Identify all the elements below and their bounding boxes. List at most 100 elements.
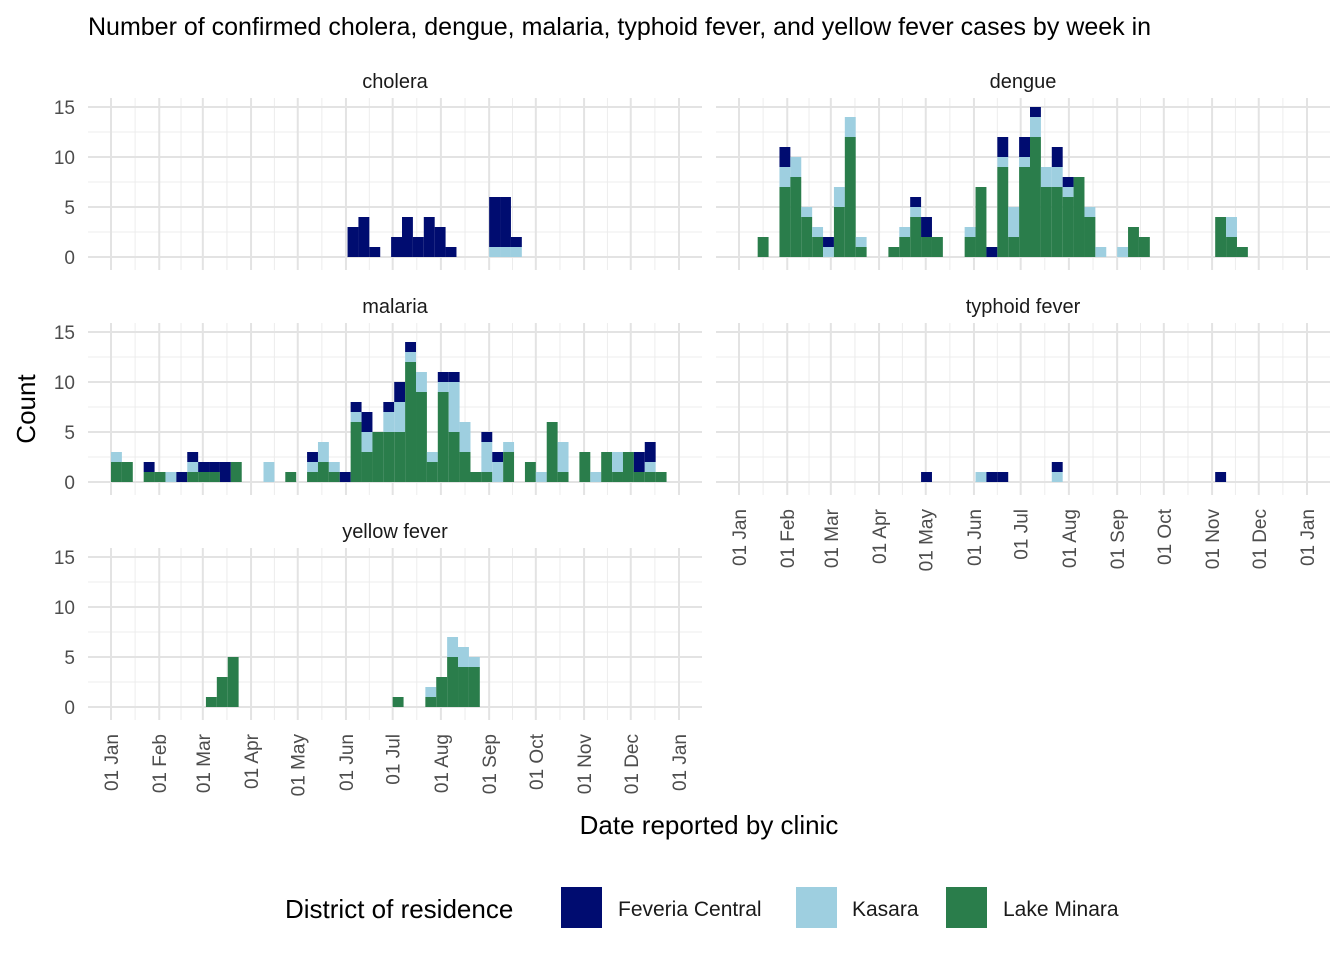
bar-segment (931, 237, 943, 257)
bar-segment (612, 472, 623, 482)
bar-segment (997, 472, 1009, 482)
x-tick-label: 01 Mar (194, 733, 215, 793)
x-tick-label: 01 Oct (527, 733, 548, 790)
bar-segment (328, 472, 340, 482)
facet-panel: typhoid fever 01 Jan 01 Feb 01 Mar 01 Apr 01 … (716, 296, 1330, 571)
x-tick-label: 01 Dec (622, 734, 643, 794)
y-tick-label: 0 (64, 698, 75, 719)
bar-segment (1128, 227, 1139, 257)
bar-segment (361, 452, 373, 482)
bar-segment (437, 392, 449, 482)
x-axis-title: Date reported by clinic (580, 810, 839, 840)
y-tick-label: 0 (64, 248, 75, 269)
bar-segment (1215, 217, 1227, 257)
bar-segment (1019, 137, 1031, 157)
facet-panel: cholera 0 5 10 15 (54, 71, 702, 270)
bar-segment (997, 157, 1009, 167)
bar-segment (1051, 187, 1063, 257)
y-tick-label: 5 (64, 648, 75, 669)
x-tick-label: 01 Jan (670, 734, 691, 791)
bar-segment (307, 472, 318, 482)
bar-segment (1073, 177, 1085, 257)
bar-segment (1030, 107, 1041, 117)
bar-segment (1236, 247, 1248, 257)
bar-segment (412, 237, 424, 257)
bar-segment (833, 187, 845, 207)
bar-segment (503, 442, 515, 452)
bar-segment (986, 472, 998, 482)
bar-segment (361, 412, 373, 432)
bar-segment (1030, 117, 1041, 137)
bar-segment (1019, 167, 1031, 257)
bar-segment (187, 452, 199, 462)
x-tick-label: 01 Apr (870, 508, 891, 564)
x-tick-label: 01 Mar (822, 508, 843, 568)
bar-segment (405, 352, 417, 362)
bar-segment (1051, 147, 1063, 167)
bar-segment (468, 667, 480, 707)
bar-segment (964, 237, 976, 257)
bar-segment (1062, 187, 1074, 197)
y-tick-label: 10 (54, 598, 75, 619)
bar-segment (392, 697, 404, 707)
bar-segment (975, 472, 987, 482)
y-tick-label: 5 (64, 423, 75, 444)
bar-segment (622, 452, 634, 482)
x-tick-label: 01 Nov (575, 734, 596, 795)
legend-label: Feveria Central (618, 898, 762, 921)
bar-segment (1215, 472, 1227, 482)
bar-segment (434, 227, 446, 257)
bar-segment (492, 452, 504, 462)
bar-segment (1019, 157, 1031, 167)
legend-label: Kasara (852, 898, 919, 921)
bar-segment (143, 472, 155, 482)
bar-segment (209, 472, 220, 482)
bar-segment (633, 452, 645, 472)
bar-segment (1051, 462, 1063, 472)
bar-segment (425, 697, 437, 707)
bar-segment (557, 472, 569, 482)
bar-segment (986, 247, 998, 257)
bar-segment (823, 247, 834, 257)
bar-segment (481, 472, 493, 482)
bar-segment (328, 462, 340, 472)
bar-segment (535, 472, 547, 482)
bar-segment (790, 177, 802, 257)
bar-segment (964, 227, 976, 237)
bar-segment (437, 382, 449, 392)
bar-segment (383, 412, 395, 432)
bar-segment (361, 432, 373, 452)
bar-segment (121, 462, 133, 482)
bar-segment (358, 217, 370, 257)
bar-segment (263, 462, 275, 482)
bar-segment (198, 462, 210, 472)
bar-segment (1040, 187, 1052, 257)
bar-segment (416, 372, 427, 392)
legend-swatch (796, 887, 837, 928)
y-tick-label: 10 (54, 373, 75, 394)
bar-segment (1062, 197, 1074, 257)
bar-segment (1226, 237, 1237, 257)
bar-segment (350, 412, 362, 422)
bar-segment (405, 342, 417, 352)
y-tick-label: 10 (54, 148, 75, 169)
bar-segment (1051, 472, 1063, 482)
bar-segment (1138, 237, 1150, 257)
bar-segment (350, 402, 362, 412)
bar-segment (997, 137, 1009, 157)
bar-segment (347, 227, 359, 257)
bar-segment (448, 432, 460, 482)
bar-segment (165, 472, 177, 482)
bar-segment (823, 237, 834, 247)
bar-segment (855, 247, 867, 257)
bar-segment (369, 247, 381, 257)
bar-segment (1040, 167, 1052, 187)
y-tick-label: 15 (54, 548, 75, 569)
bar-segment (423, 217, 435, 257)
bar-segment (500, 197, 511, 247)
bar-segment (198, 472, 210, 482)
bar-segment (350, 422, 362, 482)
x-tick-label: 01 Jun (337, 734, 358, 791)
bar-segment (921, 217, 932, 237)
bar-segment (855, 237, 867, 247)
